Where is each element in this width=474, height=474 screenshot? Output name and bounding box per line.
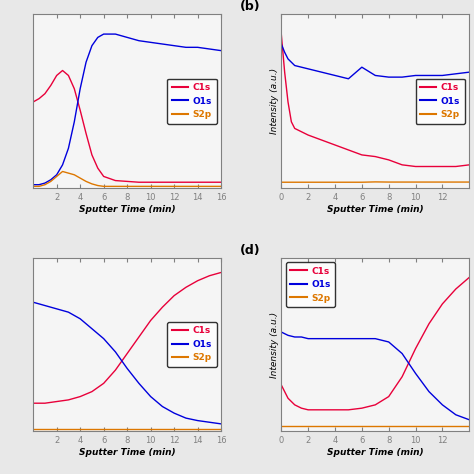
- X-axis label: Sputter Time (min): Sputter Time (min): [327, 205, 424, 214]
- X-axis label: Sputter Time (min): Sputter Time (min): [327, 448, 424, 457]
- Legend: C1s, O1s, S2p: C1s, O1s, S2p: [167, 79, 217, 124]
- X-axis label: Sputter Time (min): Sputter Time (min): [79, 205, 175, 214]
- X-axis label: Sputter Time (min): Sputter Time (min): [79, 448, 175, 457]
- Legend: C1s, O1s, S2p: C1s, O1s, S2p: [286, 262, 335, 307]
- Text: (b): (b): [240, 0, 261, 13]
- Y-axis label: Intensity (a.u.): Intensity (a.u.): [270, 311, 279, 377]
- Legend: C1s, O1s, S2p: C1s, O1s, S2p: [416, 79, 465, 124]
- Text: (d): (d): [240, 244, 261, 256]
- Legend: C1s, O1s, S2p: C1s, O1s, S2p: [167, 322, 217, 367]
- Y-axis label: Intensity (a.u.): Intensity (a.u.): [270, 68, 279, 134]
